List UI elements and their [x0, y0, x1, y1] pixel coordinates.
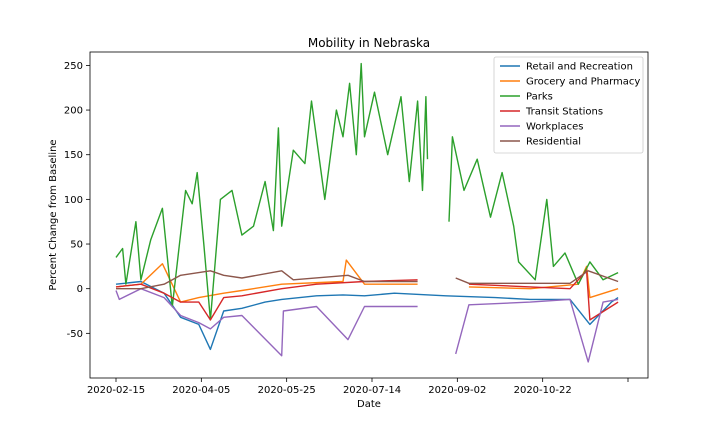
- legend: Retail and Recreation Grocery and Pharmac…: [493, 56, 644, 154]
- x-tick-label: 2020-02-15: [87, 385, 145, 396]
- plot-frame: [89, 51, 649, 379]
- legend-label: Residential: [526, 137, 581, 148]
- x-tick-label: 2020-05-25: [258, 385, 316, 396]
- series-line-parks: [115, 62, 429, 321]
- y-tick-label: 50: [70, 240, 83, 251]
- x-axis-label: Date: [357, 399, 381, 410]
- y-tick-label: 150: [64, 150, 83, 161]
- y-axis-label: Percent Change from Baseline: [48, 139, 59, 290]
- series-line-retail-and-recreation: [115, 280, 619, 351]
- legend-label: Parks: [526, 92, 553, 103]
- legend-label: Workplaces: [526, 122, 583, 133]
- y-tick-label: 100: [64, 195, 83, 206]
- series-line-residential: [116, 270, 418, 290]
- series-line-workplaces: [115, 288, 418, 357]
- y-axis-ticks: -50 0 50 100 150 200 250: [64, 61, 90, 340]
- x-tick-label: 2020-09-02: [428, 385, 486, 396]
- y-tick-label: 0: [77, 284, 83, 295]
- legend-label: Retail and Recreation: [526, 62, 633, 73]
- series-line-transit-stations: [468, 270, 619, 321]
- y-tick-label: 250: [64, 61, 83, 72]
- legend-label: Transit Stations: [525, 107, 603, 118]
- y-tick-label: -50: [67, 329, 83, 340]
- x-axis-ticks: 2020-02-15 2020-04-05 2020-05-25 2020-07-14…: [87, 378, 629, 396]
- x-tick-label: 2020-07-14: [343, 385, 401, 396]
- series-line-workplaces: [455, 298, 619, 363]
- series-line-transit-stations: [115, 279, 418, 321]
- y-tick-label: 200: [64, 106, 83, 117]
- series-layer: [115, 62, 619, 363]
- x-tick-label: 2020-04-05: [172, 385, 230, 396]
- series-line-residential: [455, 270, 619, 284]
- chart-title: Mobility in Nebraska: [308, 36, 430, 50]
- series-line-grocery-and-pharmacy: [115, 259, 418, 303]
- legend-box: [493, 56, 644, 154]
- legend-label: Grocery and Pharmacy: [526, 77, 640, 88]
- x-tick-label: 2020-10-22: [514, 385, 572, 396]
